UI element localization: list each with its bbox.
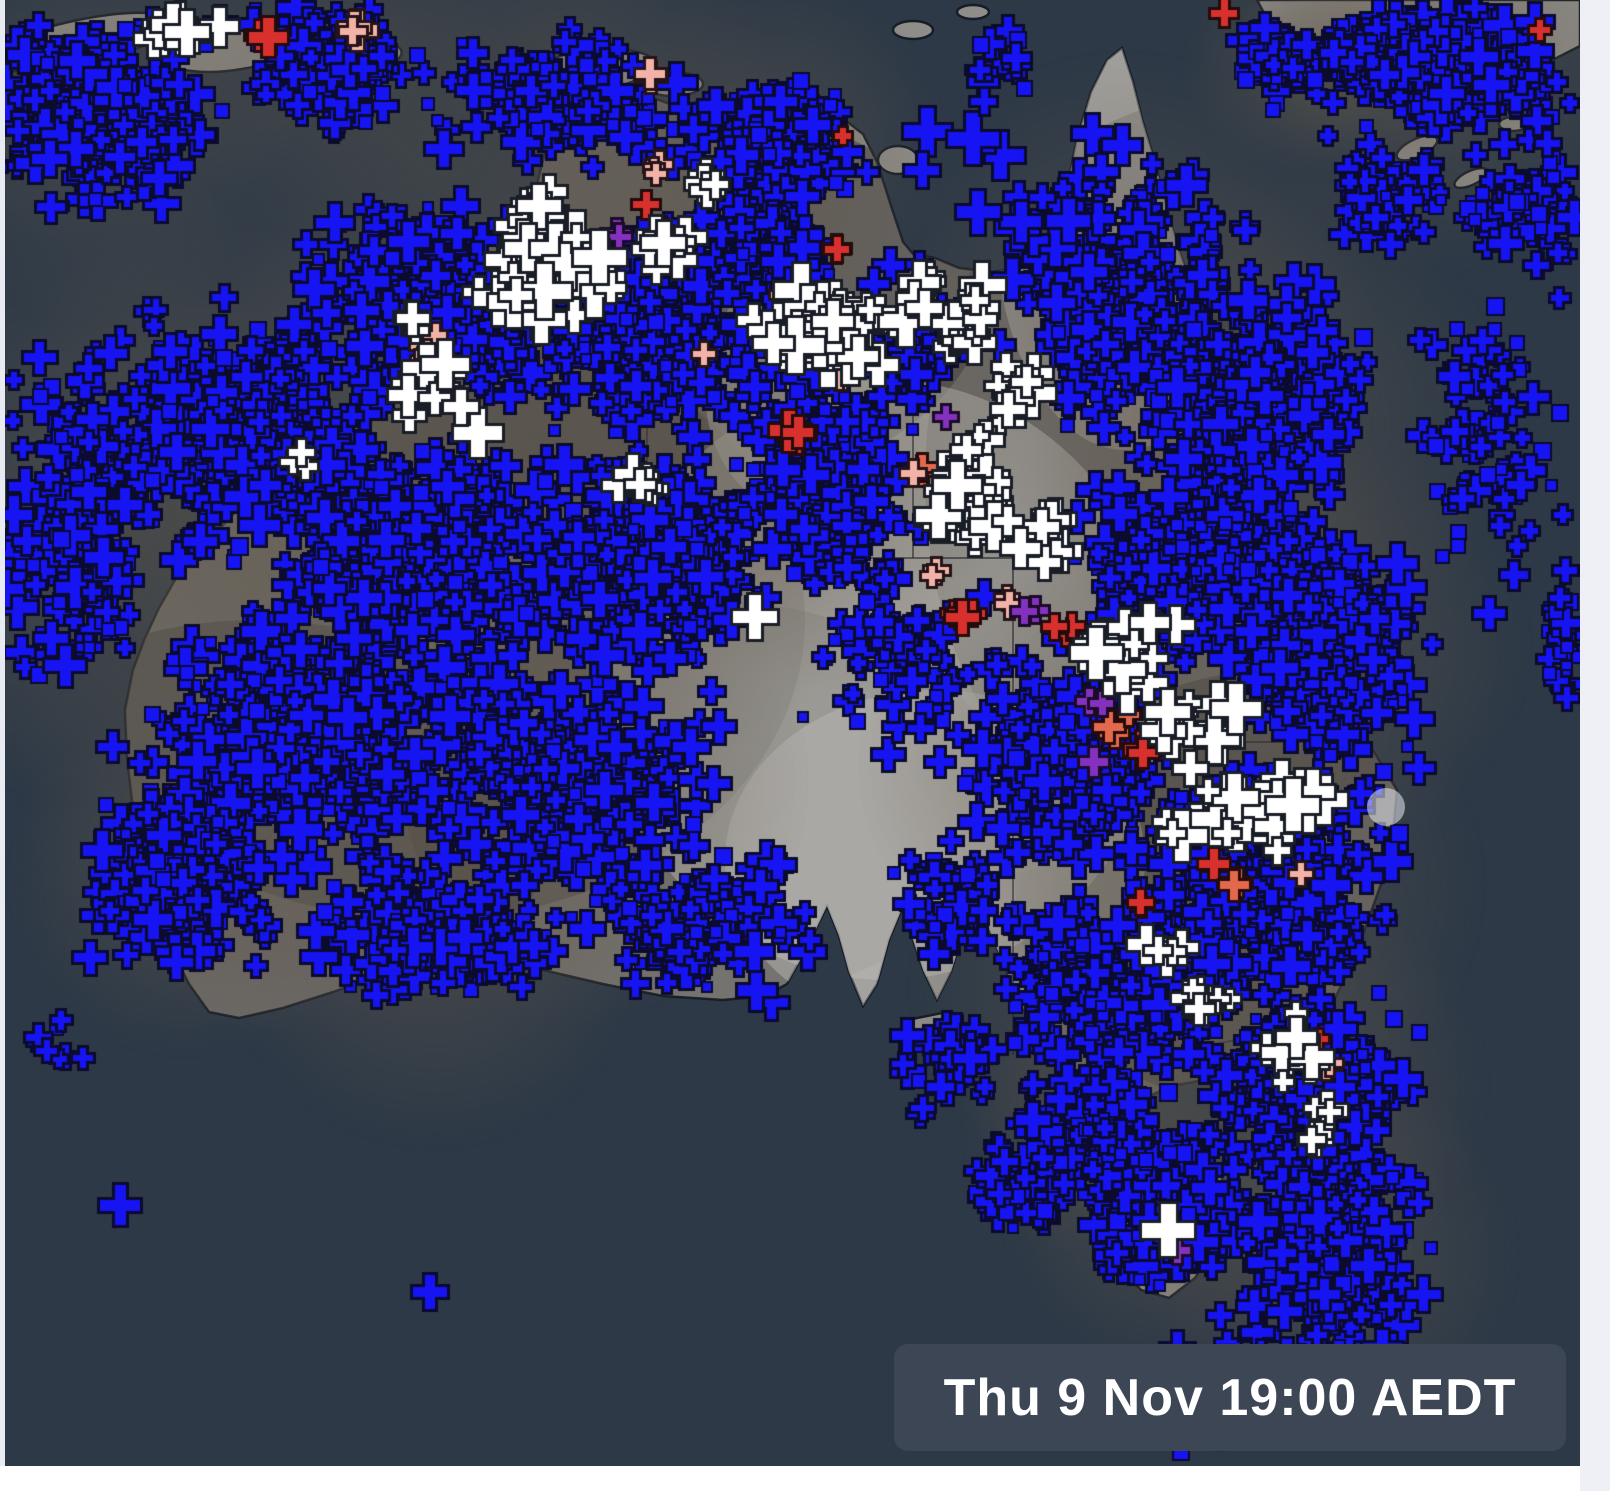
page-gutter-right: [1580, 0, 1610, 1491]
timestamp-label: Thu 9 Nov 19:00 AEDT: [943, 1368, 1517, 1427]
lightning-strikes-layer: [5, 0, 1580, 1466]
lightning-map[interactable]: Thu 9 Nov 19:00 AEDT: [5, 0, 1580, 1466]
timestamp-panel: Thu 9 Nov 19:00 AEDT: [894, 1344, 1566, 1451]
page-gutter-left: [0, 0, 5, 1466]
